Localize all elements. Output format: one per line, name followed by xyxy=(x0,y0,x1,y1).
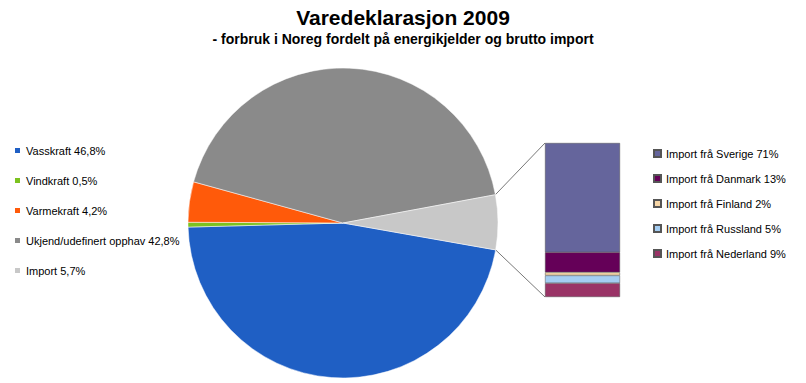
svg-text:Import frå Nederland 9%: Import frå Nederland 9% xyxy=(666,248,786,260)
svg-text:Vindkraft 0,5%: Vindkraft 0,5% xyxy=(26,175,98,187)
svg-text:Varedeklarasjon 2009: Varedeklarasjon 2009 xyxy=(296,6,510,29)
svg-text:- forbruk i Noreg fordelt på e: - forbruk i Noreg fordelt på energikjeld… xyxy=(212,31,593,47)
svg-text:Import frå Russland 5%: Import frå Russland 5% xyxy=(666,223,781,235)
svg-text:Varmekraft 4,2%: Varmekraft 4,2% xyxy=(26,205,107,217)
svg-text:Vasskraft 46,8%: Vasskraft 46,8% xyxy=(26,145,105,157)
svg-text:Import 5,7%: Import 5,7% xyxy=(26,265,86,277)
svg-text:Import frå Sverige 71%: Import frå Sverige 71% xyxy=(666,148,779,160)
svg-text:Import frå Danmark 13%: Import frå Danmark 13% xyxy=(666,173,786,185)
svg-text:Ukjend/udefinert opphav 42,8%: Ukjend/udefinert opphav 42,8% xyxy=(26,235,180,247)
svg-text:Import frå Finland 2%: Import frå Finland 2% xyxy=(666,198,771,210)
